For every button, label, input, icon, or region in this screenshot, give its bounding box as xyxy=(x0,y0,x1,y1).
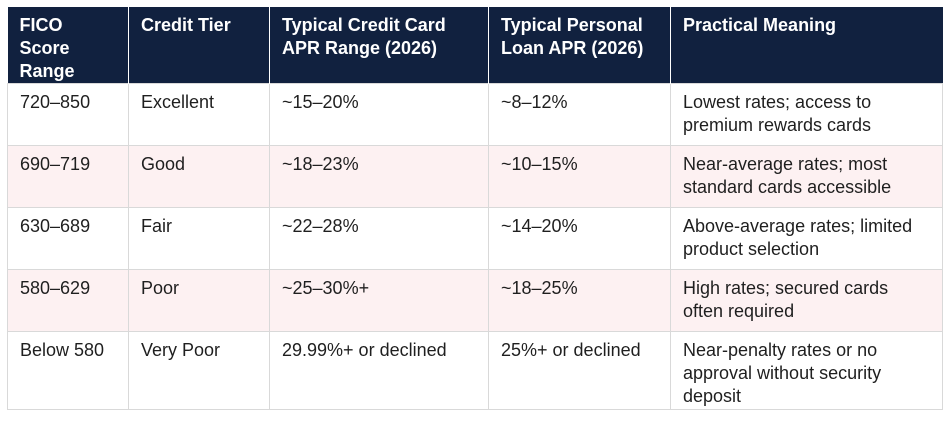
cell-fico-score-range: 580–629 xyxy=(7,269,129,332)
header-fico-score-range: FICO Score Range xyxy=(7,7,129,84)
cell-personal-loan-apr: ~8–12% xyxy=(488,83,671,146)
cell-fico-score-range: 720–850 xyxy=(7,83,129,146)
cell-credit-card-apr: 29.99%+ or declined xyxy=(269,331,489,410)
header-credit-card-apr: Typical Credit Card APR Range (2026) xyxy=(269,7,489,84)
cell-practical-meaning: Near-penalty rates or no approval withou… xyxy=(670,331,943,410)
table-header-row: FICO Score Range Credit Tier Typical Cre… xyxy=(7,7,943,84)
cell-credit-card-apr: ~18–23% xyxy=(269,145,489,208)
cell-credit-tier: Excellent xyxy=(128,83,270,146)
cell-practical-meaning: Above-average rates; limited product sel… xyxy=(670,207,943,270)
cell-personal-loan-apr: ~14–20% xyxy=(488,207,671,270)
table-row: Below 580 Very Poor 29.99%+ or declined … xyxy=(7,331,943,410)
header-personal-loan-apr: Typical Personal Loan APR (2026) xyxy=(488,7,671,84)
cell-credit-tier: Poor xyxy=(128,269,270,332)
cell-credit-tier: Very Poor xyxy=(128,331,270,410)
cell-credit-card-apr: ~15–20% xyxy=(269,83,489,146)
cell-fico-score-range: Below 580 xyxy=(7,331,129,410)
cell-credit-tier: Fair xyxy=(128,207,270,270)
table-row: 720–850 Excellent ~15–20% ~8–12% Lowest … xyxy=(7,83,943,146)
header-practical-meaning: Practical Meaning xyxy=(670,7,943,84)
header-credit-tier: Credit Tier xyxy=(128,7,270,84)
cell-practical-meaning: High rates; secured cards often required xyxy=(670,269,943,332)
table-row: 630–689 Fair ~22–28% ~14–20% Above-avera… xyxy=(7,207,943,270)
cell-credit-tier: Good xyxy=(128,145,270,208)
cell-personal-loan-apr: 25%+ or declined xyxy=(488,331,671,410)
cell-credit-card-apr: ~22–28% xyxy=(269,207,489,270)
credit-tier-table: FICO Score Range Credit Tier Typical Cre… xyxy=(7,7,943,410)
cell-practical-meaning: Near-average rates; most standard cards … xyxy=(670,145,943,208)
cell-personal-loan-apr: ~10–15% xyxy=(488,145,671,208)
table-row: 690–719 Good ~18–23% ~10–15% Near-averag… xyxy=(7,145,943,208)
cell-fico-score-range: 690–719 xyxy=(7,145,129,208)
cell-personal-loan-apr: ~18–25% xyxy=(488,269,671,332)
cell-credit-card-apr: ~25–30%+ xyxy=(269,269,489,332)
cell-fico-score-range: 630–689 xyxy=(7,207,129,270)
table-row: 580–629 Poor ~25–30%+ ~18–25% High rates… xyxy=(7,269,943,332)
cell-practical-meaning: Lowest rates; access to premium rewards … xyxy=(670,83,943,146)
